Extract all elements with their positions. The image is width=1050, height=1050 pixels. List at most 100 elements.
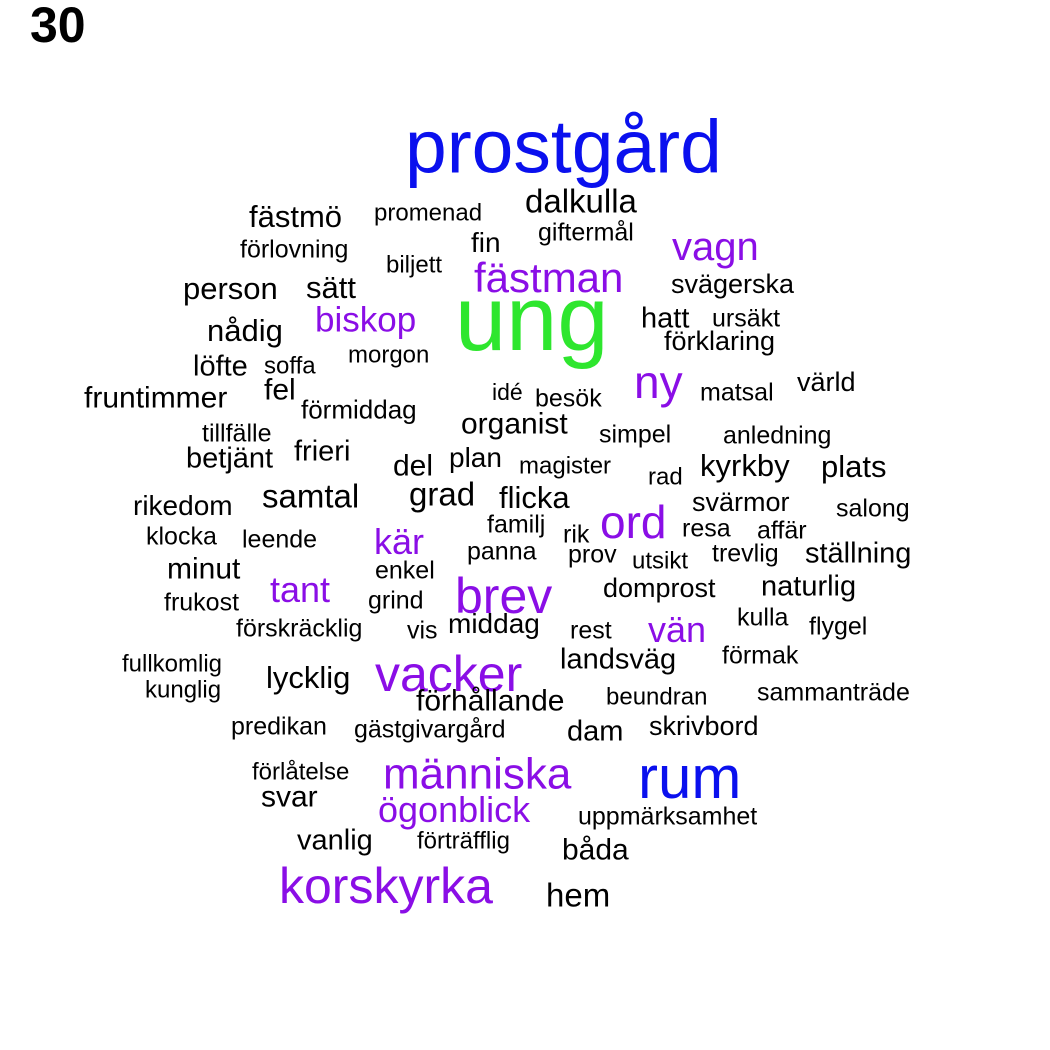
word-formiddag: förmiddag	[301, 394, 417, 425]
word-rest: rest	[570, 616, 612, 645]
word-satt: sätt	[306, 269, 356, 305]
word-fel: fel	[264, 373, 296, 407]
word-lycklig: lycklig	[266, 659, 351, 695]
word-lofte: löfte	[193, 350, 248, 383]
word-rum: rum	[638, 744, 742, 812]
word-domprost: domprost	[603, 572, 716, 603]
word-rikedom: rikedom	[133, 490, 233, 522]
word-forlatelse: förlåtelse	[252, 758, 350, 786]
word-svar: svar	[261, 780, 318, 814]
word-forklaring: förklaring	[664, 325, 776, 356]
word-manniska: människa	[383, 749, 572, 799]
word-ogonblick: ögonblick	[378, 788, 531, 830]
word-plats: plats	[821, 448, 887, 484]
word-klocka: klocka	[146, 522, 217, 551]
word-skrivbord: skrivbord	[649, 710, 759, 741]
word-hatt: hatt	[641, 302, 690, 335]
word-prostgard: prostgård	[405, 104, 722, 189]
word-gastgivargard: gästgivargård	[354, 715, 506, 744]
word-svarmor: svärmor	[692, 486, 790, 517]
word-brev: brev	[455, 568, 553, 624]
word-anledning: anledning	[723, 421, 832, 450]
word-besok: besök	[535, 384, 602, 413]
word-minut: minut	[167, 552, 241, 586]
word-kyrkby: kyrkby	[700, 447, 790, 483]
word-rik: rik	[563, 520, 590, 549]
word-vis: vis	[407, 616, 438, 645]
word-ord: ord	[600, 496, 667, 549]
word-utsikt: utsikt	[632, 547, 689, 575]
word-svagerska: svägerska	[671, 268, 795, 299]
word-ny: ny	[634, 356, 683, 409]
word-bada: båda	[562, 833, 629, 867]
word-hem: hem	[546, 876, 611, 914]
word-leende: leende	[242, 525, 318, 554]
word-varld: värld	[797, 366, 856, 397]
word-fruntimmer: fruntimmer	[84, 381, 228, 415]
word-simpel: simpel	[599, 420, 672, 449]
word-biskop: biskop	[315, 300, 417, 340]
word-magister: magister	[519, 452, 612, 480]
word-matsal: matsal	[700, 378, 774, 407]
word-nadig: nådig	[207, 312, 283, 348]
word-resa: resa	[682, 514, 731, 543]
word-prov: prov	[568, 540, 617, 569]
word-landsvag: landsväg	[560, 643, 677, 676]
word-salong: salong	[836, 494, 910, 523]
word-panna: panna	[467, 537, 537, 566]
word-uppmarksamhet: uppmärksamhet	[578, 802, 758, 831]
word-fin: fin	[471, 227, 501, 259]
word-plan: plan	[449, 442, 502, 474]
word-vanlig: vanlig	[297, 824, 373, 857]
word-korskyrka: korskyrka	[279, 858, 493, 914]
word-forskracklig: förskräcklig	[236, 614, 363, 643]
word-stallning: ställning	[805, 537, 912, 570]
word-soffa: soffa	[264, 352, 316, 380]
word-fullkomlig: fullkomlig	[122, 650, 223, 678]
word-person: person	[183, 270, 278, 306]
page-number: 30	[30, 0, 86, 53]
word-betjant: betjänt	[186, 442, 274, 475]
word-affar: affär	[757, 516, 807, 545]
word-van: vän	[648, 608, 707, 650]
word-tillfalle: tillfälle	[202, 419, 272, 448]
word-sammantrade: sammanträde	[757, 678, 910, 707]
word-frieri: frieri	[294, 435, 351, 468]
word-ide: idé	[492, 379, 523, 406]
word-tant: tant	[270, 568, 331, 610]
word-samtal: samtal	[262, 477, 360, 515]
word-middag: middag	[448, 608, 540, 640]
word-kar: kär	[374, 520, 425, 562]
word-giftermal: giftermål	[538, 218, 634, 247]
word-vagn: vagn	[672, 224, 759, 269]
word-naturlig: naturlig	[761, 570, 857, 603]
word-grad: grad	[409, 475, 476, 513]
word-organist: organist	[461, 407, 568, 441]
word-kunglig: kunglig	[145, 676, 222, 704]
word-dam: dam	[567, 715, 624, 748]
word-grind: grind	[368, 586, 424, 615]
word-forhallande: förhållande	[416, 684, 565, 718]
word-promenad: promenad	[374, 199, 483, 227]
word-ung: ung	[455, 268, 609, 371]
word-frukost: frukost	[164, 588, 240, 617]
word-flygel: flygel	[809, 612, 868, 641]
word-rad: rad	[648, 463, 683, 491]
word-trevlig: trevlig	[712, 539, 779, 568]
word-fastmo: fästmö	[249, 198, 343, 234]
word-vacker: vacker	[375, 646, 523, 702]
word-beundran: beundran	[606, 683, 708, 711]
word-formak: förmak	[722, 641, 799, 670]
word-forlovning: förlovning	[240, 235, 349, 264]
word-enkel: enkel	[375, 556, 435, 585]
word-ursakt: ursäkt	[712, 304, 781, 333]
word-fastman: fästman	[474, 254, 624, 302]
word-fortrafflig: förträfflig	[417, 827, 510, 855]
word-flicka: flicka	[499, 479, 570, 515]
word-del: del	[393, 449, 434, 483]
word-dalkulla: dalkulla	[525, 182, 637, 220]
word-morgon: morgon	[348, 341, 430, 369]
word-familj: familj	[487, 510, 546, 539]
word-kulla: kulla	[737, 603, 789, 632]
